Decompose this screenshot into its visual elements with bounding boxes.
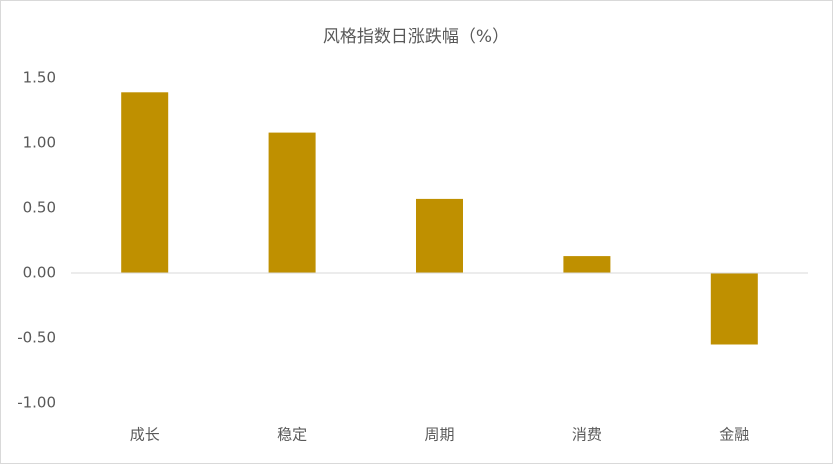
x-tick-label: 消费: [572, 426, 602, 444]
y-tick-label: 0.50: [23, 199, 56, 217]
x-tick-label: 稳定: [277, 426, 307, 444]
x-tick-label: 金融: [719, 426, 749, 444]
y-tick-label: 1.00: [23, 134, 56, 152]
bar: [268, 132, 316, 273]
bar: [563, 256, 611, 273]
chart-title: 风格指数日涨跌幅（%）: [323, 27, 509, 47]
bar: [710, 273, 758, 345]
y-tick-label: 0.00: [23, 264, 56, 282]
y-tick-label: -1.00: [17, 394, 56, 412]
y-tick-label: -0.50: [17, 329, 56, 347]
bar: [121, 92, 169, 273]
bar: [416, 198, 463, 273]
y-tick-label: 1.50: [23, 69, 56, 87]
x-tick-label: 成长: [130, 426, 160, 444]
x-tick-label: 周期: [424, 426, 454, 444]
